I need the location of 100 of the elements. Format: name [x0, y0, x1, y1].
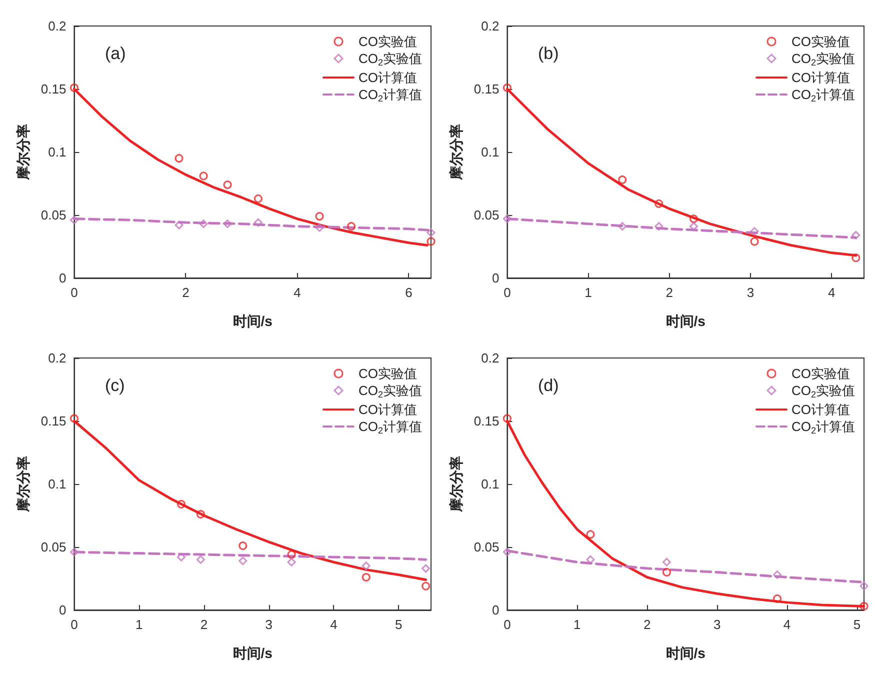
y-tick-label: 0: [58, 602, 66, 618]
point: [287, 558, 296, 566]
y-tick-label: 0: [492, 602, 500, 618]
y-axis-title: 摩尔分率: [15, 124, 31, 181]
point: [315, 212, 324, 221]
point: [422, 564, 430, 573]
x-tick-label: 1: [584, 285, 592, 300]
x-axis-title: 时间/s: [666, 313, 706, 329]
x-tick-label: 4: [330, 617, 338, 632]
legend-label: CO实验值: [791, 366, 850, 381]
point: [199, 172, 208, 180]
point: [70, 414, 78, 423]
point: [618, 222, 627, 231]
x-axis-title: 时间/s: [666, 645, 706, 661]
x-axis-title: 时间/s: [232, 313, 273, 329]
y-tick-label: 0.1: [48, 144, 66, 160]
point: [174, 220, 184, 230]
point: [654, 199, 664, 208]
legend-label: CO实验值: [791, 34, 850, 49]
y-tick-label: 0.1: [48, 476, 66, 492]
y-tick-label: 0.1: [481, 144, 500, 160]
y-tick-label: 0.2: [48, 18, 66, 34]
point: [860, 582, 868, 590]
y-tick-label: 0.05: [40, 208, 66, 222]
x-tick-label: 0: [504, 285, 511, 300]
x-tick-label: 1: [574, 617, 581, 632]
point: [223, 220, 232, 228]
x-axis-title: 时间/s: [232, 645, 273, 661]
point: [426, 228, 436, 237]
point: [773, 594, 782, 603]
y-axis-title: 摩尔分率: [448, 124, 464, 181]
point: [223, 180, 232, 190]
x-tick-label: 4: [828, 285, 836, 300]
legend-label: CO计算值: [358, 70, 417, 85]
point: [254, 218, 262, 227]
y-tick-label: 0.15: [474, 82, 500, 96]
point: [502, 83, 512, 92]
x-tick-label: 1: [135, 617, 143, 632]
point: [422, 582, 430, 590]
x-tick-label: 0: [70, 617, 78, 632]
y-tick-label: 0.15: [474, 414, 500, 428]
x-tick-label: 2: [182, 285, 190, 300]
point: [238, 541, 248, 550]
text: (a): [105, 44, 126, 63]
y-tick-label: 0.1: [481, 476, 500, 492]
point: [70, 548, 78, 556]
point: [502, 214, 512, 224]
point: [502, 548, 512, 556]
point: [196, 510, 205, 518]
point: [502, 414, 512, 423]
y-tick-label: 0.2: [481, 350, 500, 366]
legend-label: CO计算值: [791, 70, 850, 85]
point: [689, 214, 698, 224]
x-tick-label: 4: [783, 617, 791, 632]
x-tick-label: 3: [713, 617, 721, 632]
point: [199, 220, 208, 228]
legend-label: CO实验值: [358, 34, 417, 49]
x-tick-label: 5: [853, 617, 861, 632]
x-tick-label: 0: [504, 617, 511, 632]
y-tick-label: 0.15: [40, 82, 66, 96]
point: [176, 552, 186, 562]
x-tick-label: 4: [294, 285, 301, 300]
legend-label: CO计算值: [358, 402, 417, 417]
point: [254, 194, 262, 203]
point: [654, 222, 664, 231]
point: [315, 223, 324, 232]
point: [852, 254, 860, 262]
y-axis-title: 摩尔分率: [15, 456, 31, 513]
point: [287, 550, 296, 559]
point: [750, 227, 759, 236]
point: [662, 558, 671, 566]
y-tick-label: 0.05: [474, 208, 500, 222]
y-tick-label: 0.2: [48, 350, 66, 366]
point: [852, 230, 860, 240]
point: [177, 500, 186, 508]
point: [70, 83, 78, 92]
legend-label: CO实验值: [358, 366, 417, 381]
point: [174, 154, 184, 163]
point: [238, 556, 248, 566]
point: [362, 572, 370, 582]
point: [70, 216, 78, 224]
y-axis-title: 摩尔分率: [448, 456, 464, 513]
x-tick-label: 6: [405, 285, 412, 300]
x-tick-label: 0: [70, 285, 78, 300]
point: [586, 530, 595, 539]
x-tick-label: 2: [200, 617, 208, 632]
point: [426, 237, 436, 246]
x-tick-label: 2: [644, 617, 651, 632]
y-tick-label: 0.05: [474, 540, 500, 554]
text: (b): [538, 44, 559, 63]
x-tick-label: 3: [265, 617, 272, 632]
point: [196, 555, 205, 564]
y-tick-label: 0.2: [481, 18, 500, 34]
y-tick-label: 0.15: [40, 414, 66, 428]
y-tick-label: 0: [492, 270, 500, 286]
point: [362, 562, 370, 570]
y-tick-label: 0.05: [40, 540, 66, 554]
point: [662, 568, 671, 576]
x-tick-label: 3: [746, 285, 754, 300]
text: (d): [538, 376, 559, 395]
